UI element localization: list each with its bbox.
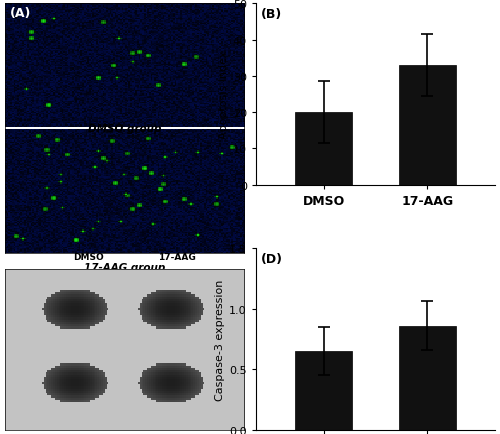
Text: (B): (B) — [261, 8, 282, 21]
Text: DMSO: DMSO — [74, 252, 104, 261]
Text: 17-AAG: 17-AAG — [158, 252, 196, 261]
Y-axis label: Apoptosis Index: Apoptosis Index — [218, 51, 228, 139]
Y-axis label: Caspase-3 expression: Caspase-3 expression — [215, 279, 225, 400]
Bar — [399, 326, 456, 430]
Text: 17-AAG group: 17-AAG group — [84, 263, 165, 273]
Text: DMSO group: DMSO group — [88, 124, 161, 134]
Bar — [399, 66, 456, 185]
Bar — [295, 113, 352, 185]
Text: (D): (D) — [261, 252, 283, 265]
Text: (A): (A) — [10, 7, 31, 20]
Bar — [295, 351, 352, 430]
